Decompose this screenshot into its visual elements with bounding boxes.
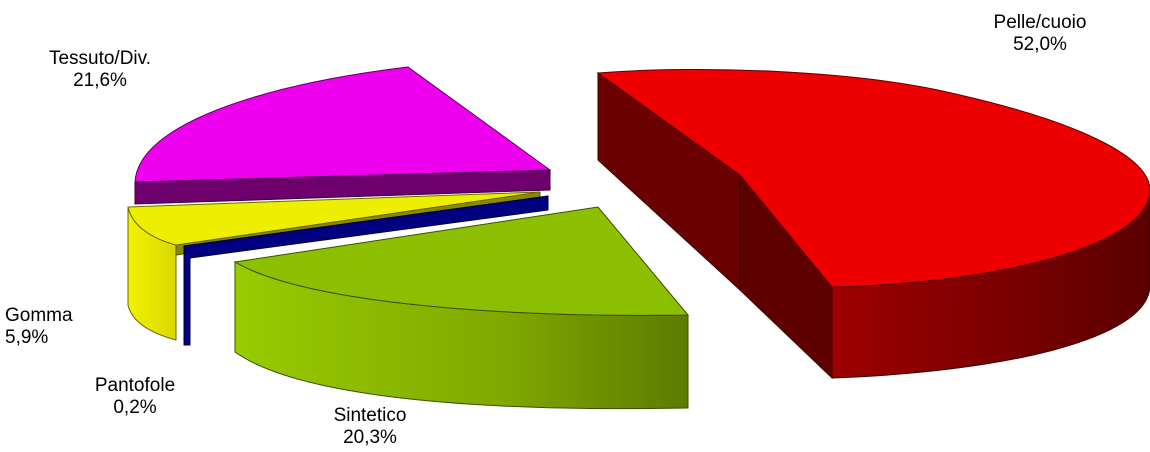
slice-gomma-top bbox=[127, 191, 541, 246]
label-pelle-cuoio-name: Pelle/cuoio bbox=[993, 12, 1087, 33]
label-pantofole-value: 0,2% bbox=[113, 397, 157, 418]
slice-pelle-cuoio bbox=[596, 68, 1150, 380]
label-sintetico: Sintetico 20,3% bbox=[315, 405, 425, 449]
label-tessuto-div: Tessuto/Div. 21,6% bbox=[25, 48, 175, 92]
label-pelle-cuoio: Pelle/cuoio 52,0% bbox=[975, 12, 1105, 56]
slice-sintetico-top bbox=[233, 206, 690, 316]
label-gomma: Gomma 5,9% bbox=[5, 305, 85, 349]
label-sintetico-value: 20,3% bbox=[343, 427, 397, 448]
slice-sintetico bbox=[233, 206, 690, 410]
slice-pelle-cuoio-top bbox=[596, 68, 1150, 288]
label-gomma-value: 5,9% bbox=[5, 327, 49, 348]
slice-pantofole-side bbox=[183, 195, 549, 346]
label-pelle-cuoio-value: 52,0% bbox=[1013, 34, 1067, 55]
label-tessuto-div-name: Tessuto/Div. bbox=[48, 48, 152, 69]
slice-tessuto-div bbox=[134, 66, 552, 205]
label-gomma-name: Gomma bbox=[5, 305, 73, 326]
label-pantofole-name: Pantofole bbox=[94, 375, 176, 396]
slice-pantofole bbox=[183, 195, 549, 346]
slice-tessuto-div-top bbox=[134, 66, 552, 183]
label-tessuto-div-value: 21,6% bbox=[73, 70, 127, 91]
label-sintetico-name: Sintetico bbox=[333, 405, 407, 426]
label-pantofole: Pantofole 0,2% bbox=[80, 375, 190, 419]
